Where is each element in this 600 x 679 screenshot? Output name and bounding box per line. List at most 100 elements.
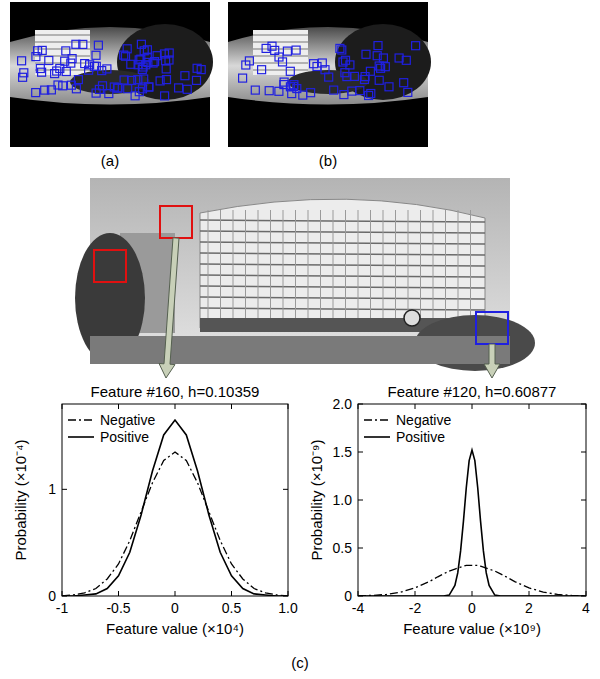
detection-box bbox=[341, 69, 349, 77]
photo-ground bbox=[90, 336, 510, 364]
detection-box bbox=[145, 83, 153, 91]
detection-box bbox=[56, 65, 64, 73]
detection-box bbox=[156, 77, 164, 85]
detection-box bbox=[307, 89, 315, 97]
detection-box bbox=[293, 85, 301, 93]
detection-box bbox=[193, 76, 201, 84]
detection-box bbox=[310, 60, 318, 68]
detection-box bbox=[90, 62, 98, 70]
detection-box bbox=[127, 60, 135, 68]
detection-box bbox=[367, 90, 375, 98]
detection-box bbox=[103, 65, 111, 73]
y-tick bbox=[358, 500, 363, 501]
detection-box bbox=[19, 73, 27, 81]
x-tick-label: 0.5 bbox=[222, 600, 242, 616]
arrow bbox=[484, 344, 500, 378]
y-axis-title: Probability (×10⁻⁴) bbox=[12, 439, 29, 560]
photo-sky bbox=[90, 178, 510, 364]
detection-box bbox=[175, 84, 183, 92]
detection-box bbox=[79, 40, 87, 48]
detection-box bbox=[161, 92, 169, 100]
x-tick-label: 0 bbox=[171, 600, 179, 616]
legend: NegativePositive bbox=[364, 412, 451, 445]
legend-swatch bbox=[364, 436, 390, 438]
detection-box bbox=[338, 46, 346, 54]
detection-box bbox=[165, 56, 173, 64]
detection-box bbox=[62, 47, 70, 55]
detection-box bbox=[38, 68, 46, 76]
x-tick bbox=[118, 404, 119, 409]
photo-column bbox=[233, 210, 234, 318]
x-tick-label: 1.0 bbox=[278, 600, 298, 616]
chart: Feature #120, h=0.60877-4-202400.51.01.5… bbox=[308, 383, 590, 637]
detection-box bbox=[197, 66, 205, 74]
series-line bbox=[358, 565, 586, 596]
x-tick bbox=[118, 591, 119, 596]
x-tick bbox=[472, 404, 473, 409]
photo-column bbox=[283, 210, 284, 318]
detection-box bbox=[265, 87, 273, 95]
detection-box bbox=[51, 70, 59, 78]
detection-box bbox=[374, 42, 382, 50]
photo-building bbox=[253, 30, 308, 75]
photo-floor bbox=[200, 308, 485, 310]
x-tick bbox=[529, 404, 530, 409]
photo-column bbox=[333, 210, 334, 318]
detection-box bbox=[145, 83, 153, 91]
photo-sign bbox=[404, 310, 420, 326]
photo-column bbox=[383, 210, 384, 318]
arrow bbox=[159, 238, 179, 378]
detection-box bbox=[340, 91, 348, 99]
photo-column bbox=[270, 210, 271, 318]
photo-window-row bbox=[35, 42, 90, 43]
x-tick-label: -2 bbox=[409, 600, 422, 616]
photo-floor bbox=[200, 220, 485, 222]
plot-frame bbox=[358, 404, 586, 596]
detection-box bbox=[45, 57, 53, 65]
chart-title: Feature #120, h=0.60877 bbox=[388, 383, 557, 400]
photo-floor bbox=[200, 231, 485, 233]
y-tick bbox=[358, 548, 363, 549]
detection-box bbox=[348, 87, 356, 95]
photo-building bbox=[200, 199, 485, 328]
building-photo bbox=[75, 178, 535, 371]
detection-box bbox=[245, 57, 253, 65]
photo-column bbox=[370, 210, 371, 318]
detection-box bbox=[286, 67, 294, 75]
plot-area bbox=[358, 450, 586, 596]
detection-box bbox=[379, 54, 387, 62]
photo-column bbox=[345, 210, 346, 318]
detection-box bbox=[373, 52, 381, 60]
photo-floor bbox=[200, 264, 485, 266]
photo-window-row bbox=[35, 56, 90, 57]
detection-box bbox=[280, 81, 288, 89]
detection-box bbox=[99, 82, 107, 90]
detection-box bbox=[258, 66, 266, 74]
y-tick-label: 1.0 bbox=[333, 492, 353, 508]
detection-box bbox=[325, 73, 333, 81]
photo-window-row bbox=[35, 35, 90, 36]
photo-column bbox=[208, 210, 209, 318]
detection-box bbox=[356, 87, 364, 95]
legend-label: Negative bbox=[396, 412, 451, 428]
detection-box bbox=[32, 89, 40, 97]
detection-box bbox=[59, 82, 67, 90]
detection-box bbox=[120, 76, 128, 84]
legend-label: Positive bbox=[100, 429, 149, 445]
y-tick-label: 0 bbox=[344, 588, 352, 604]
detection-box bbox=[72, 85, 80, 93]
legend-label: Negative bbox=[100, 412, 155, 428]
photo-column bbox=[395, 210, 396, 318]
chart-title: Feature #160, h=0.10359 bbox=[91, 383, 260, 400]
plot-frame bbox=[62, 404, 288, 596]
detection-box bbox=[34, 47, 42, 55]
detection-box bbox=[120, 51, 128, 59]
detection-box bbox=[292, 46, 300, 54]
detection-box bbox=[400, 79, 408, 87]
photo-floor bbox=[200, 253, 485, 255]
y-tick bbox=[581, 452, 586, 453]
y-tick bbox=[358, 452, 363, 453]
detection-box bbox=[385, 83, 393, 91]
photo-column bbox=[458, 210, 459, 318]
legend-swatch bbox=[364, 419, 390, 420]
